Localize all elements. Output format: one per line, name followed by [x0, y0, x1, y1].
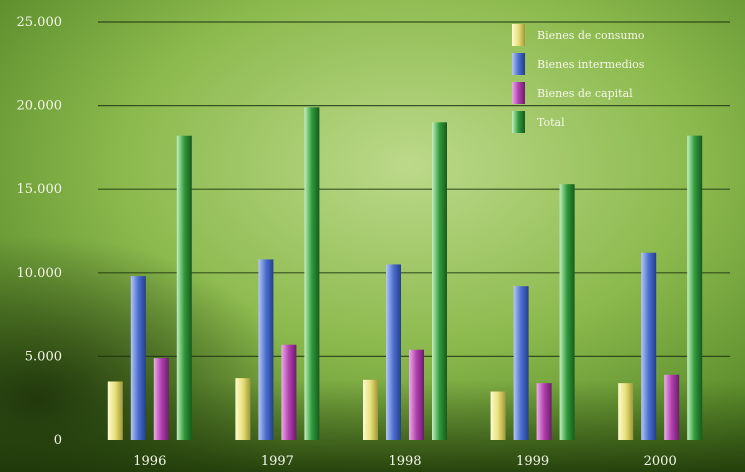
- bar-bienes-de-capital-1998: [409, 349, 424, 440]
- bar-total-1999: [559, 184, 575, 440]
- y-tick-label: 15.000: [17, 182, 63, 197]
- y-tick-label: 10.000: [17, 266, 63, 281]
- y-tick-label: 5.000: [25, 349, 62, 364]
- bar-bienes-intermedios-1997: [258, 259, 274, 440]
- x-axis-tick-labels: 1996 1997 1998 1999 2000: [133, 454, 676, 469]
- bar-bienes-de-capital-1997: [281, 344, 297, 440]
- y-tick-label: 0: [54, 433, 62, 448]
- bar-bienes-de-consumo-1996: [107, 381, 123, 440]
- legend-label: Bienes de consumo: [537, 29, 645, 42]
- bar-total-2000: [687, 135, 703, 441]
- bar-bienes-intermedios-1998: [386, 264, 401, 440]
- legend-label: Bienes intermedios: [537, 58, 645, 71]
- x-tick-label: 1999: [516, 454, 549, 469]
- legend-swatch: [512, 82, 525, 104]
- legend-label: Total: [537, 116, 565, 129]
- bar-total-1997: [304, 107, 320, 440]
- bar-total-1998: [432, 122, 447, 440]
- x-tick-label: 1996: [133, 454, 166, 469]
- bar-bienes-intermedios-1996: [130, 276, 146, 440]
- bar-bienes-intermedios-2000: [641, 252, 657, 440]
- legend-label: Bienes de capital: [537, 87, 633, 100]
- legend-swatch: [512, 111, 525, 133]
- y-tick-label: 25.000: [17, 15, 63, 30]
- bar-series: [107, 107, 703, 441]
- legend-swatch: [512, 53, 525, 75]
- legend-swatch: [512, 24, 525, 46]
- legend: Bienes de consumo Bienes intermedios Biene…: [512, 24, 645, 133]
- x-tick-label: 1997: [261, 454, 294, 469]
- y-tick-label: 20.000: [17, 99, 63, 114]
- x-tick-label: 1998: [388, 454, 421, 469]
- bar-total-1996: [176, 135, 192, 441]
- bar-bienes-intermedios-1999: [513, 286, 529, 440]
- bar-bienes-de-capital-1996: [153, 358, 169, 440]
- grid-lines: [98, 21, 730, 357]
- y-axis-tick-labels: 0 5.000 10.000 15.000 20.000 25.000: [17, 15, 63, 448]
- bar-bienes-de-consumo-2000: [618, 383, 634, 440]
- x-tick-label: 2000: [644, 454, 677, 469]
- bar-bienes-de-capital-2000: [664, 374, 680, 440]
- bar-bienes-de-consumo-1998: [363, 379, 378, 440]
- bar-bienes-de-consumo-1997: [235, 378, 251, 440]
- bar-bienes-de-consumo-1999: [490, 391, 506, 440]
- bar-bienes-de-capital-1999: [536, 383, 552, 440]
